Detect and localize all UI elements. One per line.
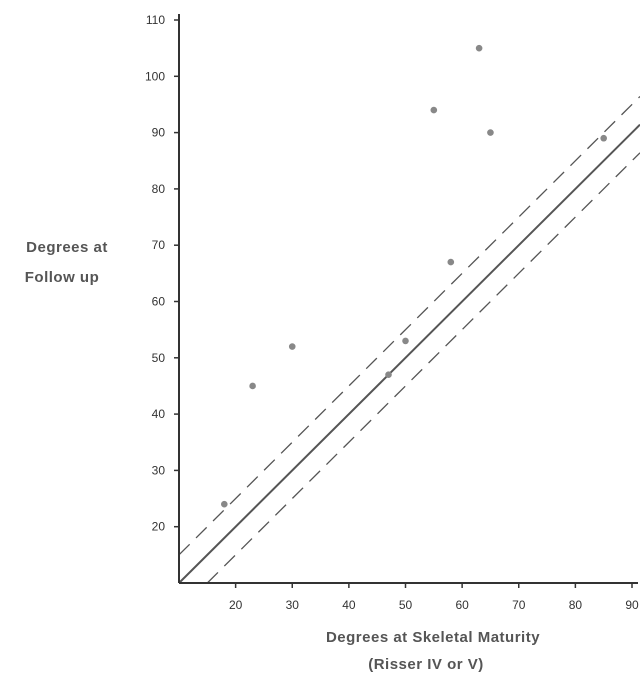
y-axis-title-line2: Follow up <box>25 269 99 286</box>
data-point <box>487 129 494 136</box>
identity-line <box>178 123 640 584</box>
y-tick-label: 80 <box>152 182 166 196</box>
y-tick-label: 90 <box>152 126 166 140</box>
dashed-bound-line <box>178 96 640 556</box>
data-point <box>475 44 483 52</box>
x-axis-ticks: 20 30 40 50 60 70 80 90 <box>229 583 639 612</box>
y-tick-label: 30 <box>152 463 166 477</box>
y-axis-ticks: 20 30 40 50 60 70 80 90 100 110 <box>145 13 179 534</box>
data-point <box>385 371 392 378</box>
y-tick-label: 20 <box>152 520 166 534</box>
data-point <box>402 337 409 345</box>
y-tick-label: 70 <box>152 238 166 252</box>
reference-lines <box>178 96 640 584</box>
data-point <box>221 500 228 508</box>
y-axis-title-line1: Degrees at <box>26 239 108 256</box>
y-tick-label: 40 <box>152 407 166 421</box>
axes <box>178 14 638 584</box>
x-tick-label: 80 <box>569 598 583 612</box>
x-tick-label: 40 <box>342 598 356 612</box>
y-tick-label: 110 <box>146 13 165 27</box>
data-point <box>430 106 438 114</box>
x-tick-label: 50 <box>399 598 413 612</box>
x-axis-title: Degrees at Skeletal Maturity <box>326 629 540 646</box>
data-points <box>221 44 607 508</box>
x-tick-label: 70 <box>512 598 526 612</box>
x-tick-label: 60 <box>455 598 469 612</box>
data-point <box>600 134 607 142</box>
data-point <box>447 258 455 266</box>
x-tick-label: 30 <box>286 598 300 612</box>
dashed-bound-line <box>206 152 640 584</box>
x-axis-subtitle: (Risser IV or V) <box>368 656 484 673</box>
x-tick-label: 20 <box>229 598 243 612</box>
x-tick-label: 90 <box>625 598 639 612</box>
data-point <box>249 382 256 390</box>
y-tick-label: 50 <box>152 351 166 365</box>
y-tick-label: 100 <box>145 69 165 83</box>
data-point <box>288 343 296 350</box>
y-tick-label: 60 <box>152 295 166 309</box>
